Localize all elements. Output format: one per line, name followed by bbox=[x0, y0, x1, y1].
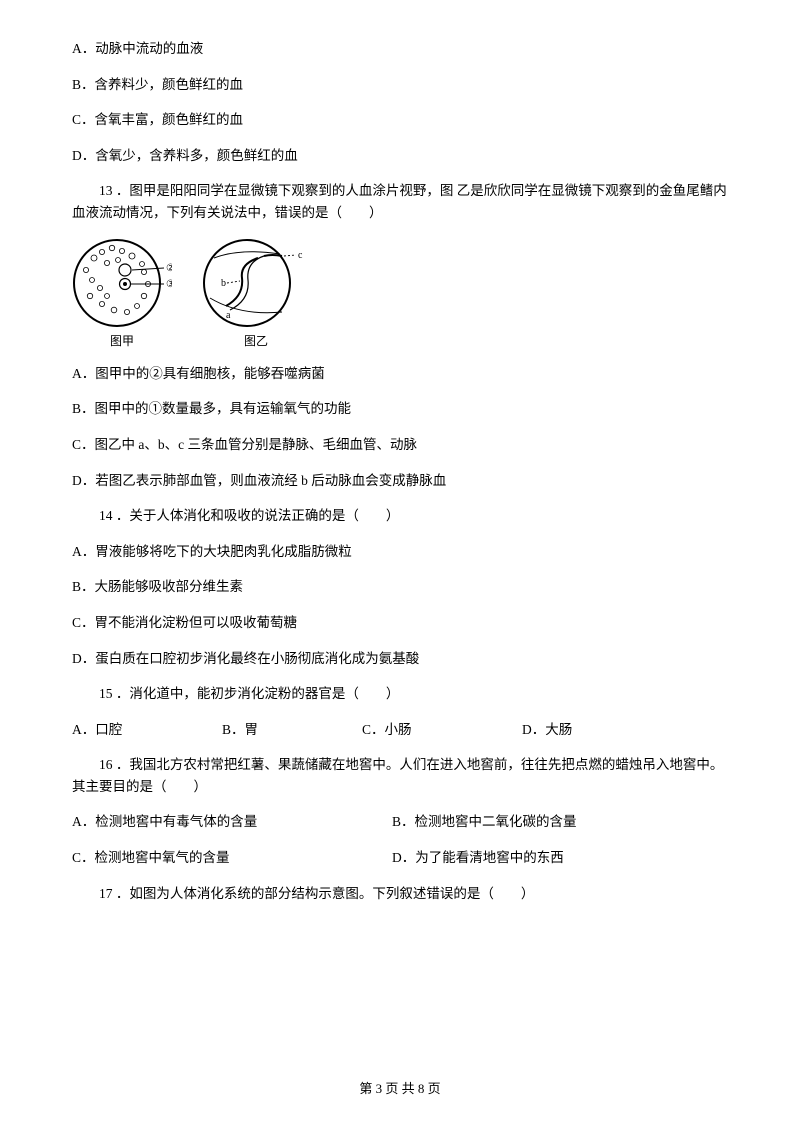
pre-option-a: A．动脉中流动的血液 bbox=[72, 38, 728, 60]
q15-option-b: B．胃 bbox=[222, 719, 362, 741]
q15-option-c: C．小肠 bbox=[362, 719, 522, 741]
q16-option-b: B．检测地窖中二氧化碳的含量 bbox=[392, 811, 577, 833]
q13-option-d: D．若图乙表示肺部血管，则血液流经 b 后动脉血会变成静脉血 bbox=[72, 470, 728, 492]
q15-option-a: A．口腔 bbox=[72, 719, 222, 741]
figure-yi-caption: 图乙 bbox=[200, 332, 312, 351]
q15-options-row: A．口腔 B．胃 C．小肠 D．大肠 bbox=[72, 719, 728, 741]
q13-stem: 13 ．图甲是阳阳同学在显微镜下观察到的人血涂片视野，图 乙是欣欣同学在显微镜下… bbox=[72, 180, 728, 223]
q16-option-c: C．检测地窖中氧气的含量 bbox=[72, 847, 392, 869]
label-b: b bbox=[221, 278, 226, 289]
q13-figure: ② ③ 图甲 a b bbox=[72, 238, 728, 351]
q16-row2: C．检测地窖中氧气的含量 D．为了能看清地窖中的东西 bbox=[72, 847, 728, 869]
label-a: a bbox=[226, 310, 231, 321]
pre-option-d: D．含氧少，含养料多，颜色鲜红的血 bbox=[72, 145, 728, 167]
q16-stem: 16 ．我国北方农村常把红薯、果蔬储藏在地窖中。人们在进入地窖前，往往先把点燃的… bbox=[72, 754, 728, 797]
blood-smear-diagram-icon: ② ③ bbox=[72, 238, 172, 330]
label-c: c bbox=[298, 250, 303, 261]
q16-option-a: A．检测地窖中有毒气体的含量 bbox=[72, 811, 392, 833]
q15-stem: 15 ．消化道中，能初步消化淀粉的器官是（ ） bbox=[72, 683, 728, 705]
q16-row1: A．检测地窖中有毒气体的含量 B．检测地窖中二氧化碳的含量 bbox=[72, 811, 728, 833]
figure-yi: a b c 图乙 bbox=[200, 238, 312, 351]
q13-option-b: B．图甲中的①数量最多，具有运输氧气的功能 bbox=[72, 398, 728, 420]
figure-jia-caption: 图甲 bbox=[72, 332, 172, 351]
q16-option-d: D．为了能看清地窖中的东西 bbox=[392, 847, 564, 869]
fish-tail-capillary-diagram-icon: a b c bbox=[200, 238, 312, 330]
q15-option-d: D．大肠 bbox=[522, 719, 642, 741]
q13-option-a: A．图甲中的②具有细胞核，能够吞噬病菌 bbox=[72, 363, 728, 385]
page-footer: 第 3 页 共 8 页 bbox=[0, 1079, 800, 1100]
q14-option-d: D．蛋白质在口腔初步消化最终在小肠彻底消化成为氨基酸 bbox=[72, 648, 728, 670]
pre-option-b: B．含养料少，颜色鲜红的血 bbox=[72, 74, 728, 96]
q14-option-b: B．大肠能够吸收部分维生素 bbox=[72, 576, 728, 598]
pre-option-c: C．含氧丰富，颜色鲜红的血 bbox=[72, 109, 728, 131]
q14-option-a: A．胃液能够将吃下的大块肥肉乳化成脂肪微粒 bbox=[72, 541, 728, 563]
figure-jia: ② ③ 图甲 bbox=[72, 238, 172, 351]
label-2: ② bbox=[166, 263, 172, 274]
exam-page: A．动脉中流动的血液 B．含养料少，颜色鲜红的血 C．含氧丰富，颜色鲜红的血 D… bbox=[0, 0, 800, 1132]
label-3: ③ bbox=[166, 279, 172, 290]
q14-option-c: C．胃不能消化淀粉但可以吸收葡萄糖 bbox=[72, 612, 728, 634]
q14-stem: 14 ．关于人体消化和吸收的说法正确的是（ ） bbox=[72, 505, 728, 527]
q13-option-c: C．图乙中 a、b、c 三条血管分别是静脉、毛细血管、动脉 bbox=[72, 434, 728, 456]
q17-stem: 17 ．如图为人体消化系统的部分结构示意图。下列叙述错误的是（ ） bbox=[72, 883, 728, 905]
